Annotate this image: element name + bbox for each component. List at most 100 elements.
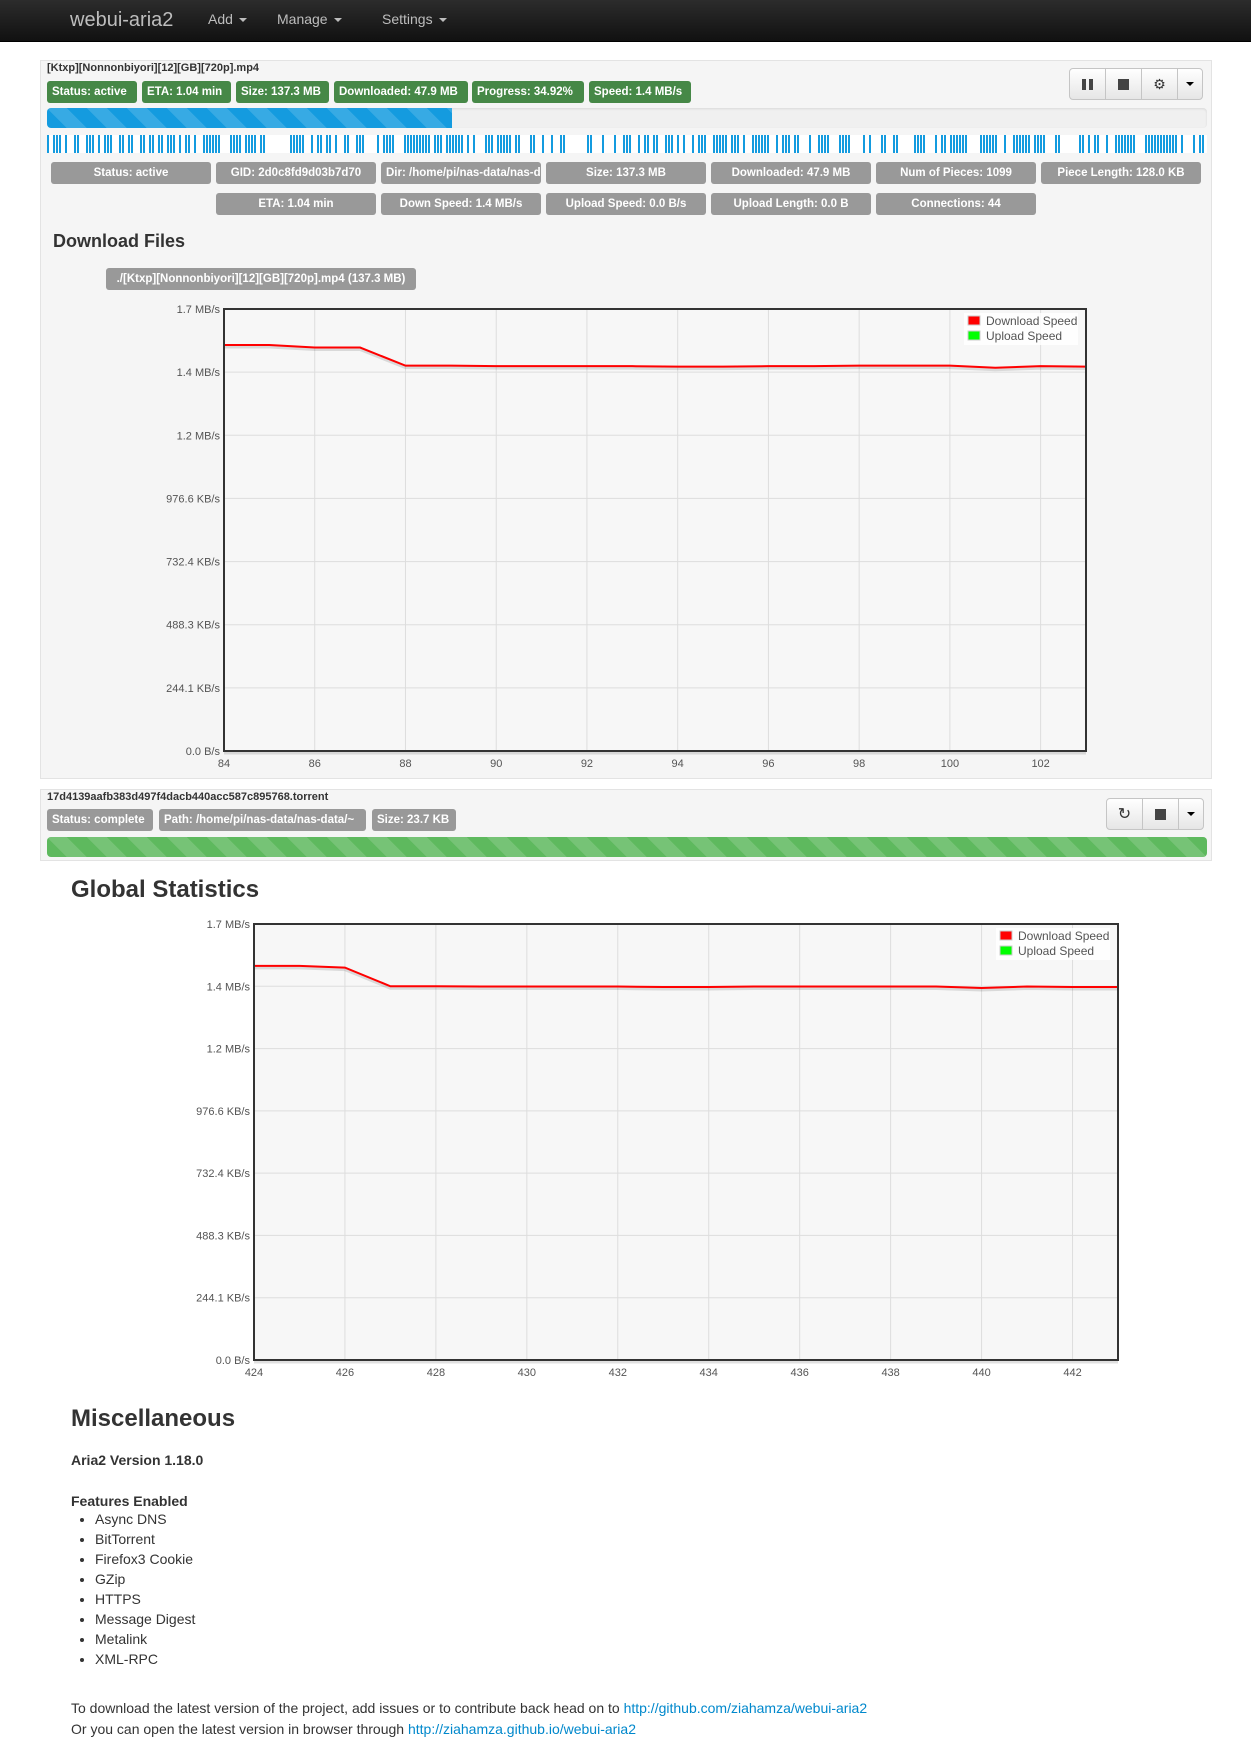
detail-status: Status: active — [51, 162, 211, 184]
progress-bar — [47, 108, 1207, 128]
piece-mark — [776, 135, 778, 153]
feature-item: Metalink — [95, 1629, 195, 1649]
piece-mark — [626, 135, 628, 153]
series-shadow — [224, 345, 1087, 372]
menu-settings[interactable]: Settings — [382, 11, 447, 27]
piece-mark — [959, 135, 961, 153]
piece-mark — [704, 135, 706, 153]
more-dropdown-button[interactable] — [1179, 799, 1203, 829]
piece-mark — [731, 135, 733, 153]
stop-button[interactable] — [1106, 69, 1142, 99]
piece-mark — [821, 135, 823, 153]
piece-mark — [209, 135, 211, 153]
piece-mark — [467, 135, 469, 153]
features-list: Async DNSBitTorrentFirefox3 CookieGZipHT… — [71, 1509, 195, 1669]
y-tick-label: 244.1 KB/s — [196, 1293, 250, 1305]
remove-button[interactable] — [1143, 799, 1179, 829]
menu-manage[interactable]: Manage — [277, 11, 342, 27]
piece-mark — [173, 135, 175, 153]
piece-mark — [356, 135, 358, 153]
navbar: webui-aria2 Add Manage Settings — [0, 0, 1251, 42]
file-item[interactable]: ./[Ktxp][Nonnonbiyori][12][GB][720p].mp4… — [106, 268, 416, 290]
piece-mark — [1043, 135, 1045, 153]
piece-mark — [1199, 135, 1201, 153]
y-tick-label: 732.4 KB/s — [196, 1168, 250, 1180]
piece-mark — [230, 135, 232, 153]
restart-button[interactable]: ↻ — [1107, 799, 1143, 829]
x-tick-label: 436 — [791, 1367, 809, 1379]
y-tick-label: 1.4 MB/s — [207, 981, 251, 993]
download-title: 17d4139aafb383d497f4dacb440acc587c895768… — [47, 791, 329, 803]
piece-mark — [1019, 135, 1021, 153]
x-tick-label: 90 — [490, 758, 502, 770]
y-tick-label: 488.3 KB/s — [166, 620, 220, 632]
piece-mark — [59, 135, 61, 153]
badge-status: Status: active — [47, 81, 137, 103]
piece-mark — [1016, 135, 1018, 153]
piece-mark — [485, 135, 487, 153]
caret-down-icon — [1186, 82, 1194, 86]
piece-mark — [458, 135, 460, 153]
x-tick-label: 98 — [853, 758, 865, 770]
piece-mark — [671, 135, 673, 153]
piece-mark — [158, 135, 160, 153]
piece-mark — [653, 135, 655, 153]
piece-mark — [980, 135, 982, 153]
y-tick-label: 244.1 KB/s — [166, 683, 220, 695]
github-link[interactable]: http://github.com/ziahamza/webui-aria2 — [623, 1700, 868, 1716]
github-pages-link[interactable]: http://ziahamza.github.io/webui-aria2 — [407, 1721, 636, 1737]
piece-mark — [428, 135, 430, 153]
piece-mark — [839, 135, 841, 153]
piece-mark — [515, 135, 517, 153]
x-tick-label: 440 — [972, 1367, 990, 1379]
piece-mark — [956, 135, 958, 153]
piece-mark — [713, 135, 715, 153]
x-tick-label: 100 — [941, 758, 959, 770]
piece-mark — [215, 135, 217, 153]
download-speed-line — [224, 343, 1087, 369]
piece-mark — [677, 135, 679, 153]
download-speed-chart: 0.0 B/s 244.1 KB/s 488.3 KB/s 732.4 KB/s 976… — [166, 304, 1087, 770]
piece-mark — [533, 135, 535, 153]
piece-mark — [716, 135, 718, 153]
piece-mark — [65, 135, 67, 153]
piece-mark — [917, 135, 919, 153]
piece-mark — [1013, 135, 1015, 153]
piece-mark — [1163, 135, 1165, 153]
piece-mark — [824, 135, 826, 153]
more-dropdown-button[interactable] — [1178, 69, 1202, 99]
detail-gid: GID: 2d0c8fd9d03b7d70 — [216, 162, 376, 184]
menu-add[interactable]: Add — [208, 11, 247, 27]
piece-mark — [587, 135, 589, 153]
piece-mark — [254, 135, 256, 153]
piece-mark — [590, 135, 592, 153]
settings-button[interactable]: ⚙ — [1142, 69, 1178, 99]
piece-mark — [422, 135, 424, 153]
piece-mark — [761, 135, 763, 153]
misc-heading: Miscellaneous — [71, 1405, 236, 1432]
piece-mark — [752, 135, 754, 153]
piece-mark — [167, 135, 169, 153]
y-tick-label: 976.6 KB/s — [166, 493, 220, 505]
piece-mark — [986, 135, 988, 153]
piece-mark — [1148, 135, 1150, 153]
piece-mark — [767, 135, 769, 153]
piece-mark — [1037, 135, 1039, 153]
brand[interactable]: webui-aria2 — [70, 9, 174, 31]
aria2-version: Aria2 Version 1.18.0 — [71, 1452, 204, 1468]
piece-mark — [1127, 135, 1129, 153]
stop-icon — [1118, 78, 1129, 90]
piece-mark — [239, 135, 241, 153]
project-info-line: To download the latest version of the pr… — [71, 1700, 868, 1716]
detail-down-speed: Down Speed: 1.4 MB/s — [381, 193, 541, 215]
piece-mark — [203, 135, 205, 153]
piece-mark — [185, 135, 187, 153]
x-tick-label: 84 — [218, 758, 230, 770]
piece-mark — [74, 135, 76, 153]
piece-mark — [845, 135, 847, 153]
piece-mark — [962, 135, 964, 153]
piece-mark — [692, 135, 694, 153]
piece-mark — [1058, 135, 1060, 153]
piece-mark — [1175, 135, 1177, 153]
pause-button[interactable] — [1070, 69, 1106, 99]
